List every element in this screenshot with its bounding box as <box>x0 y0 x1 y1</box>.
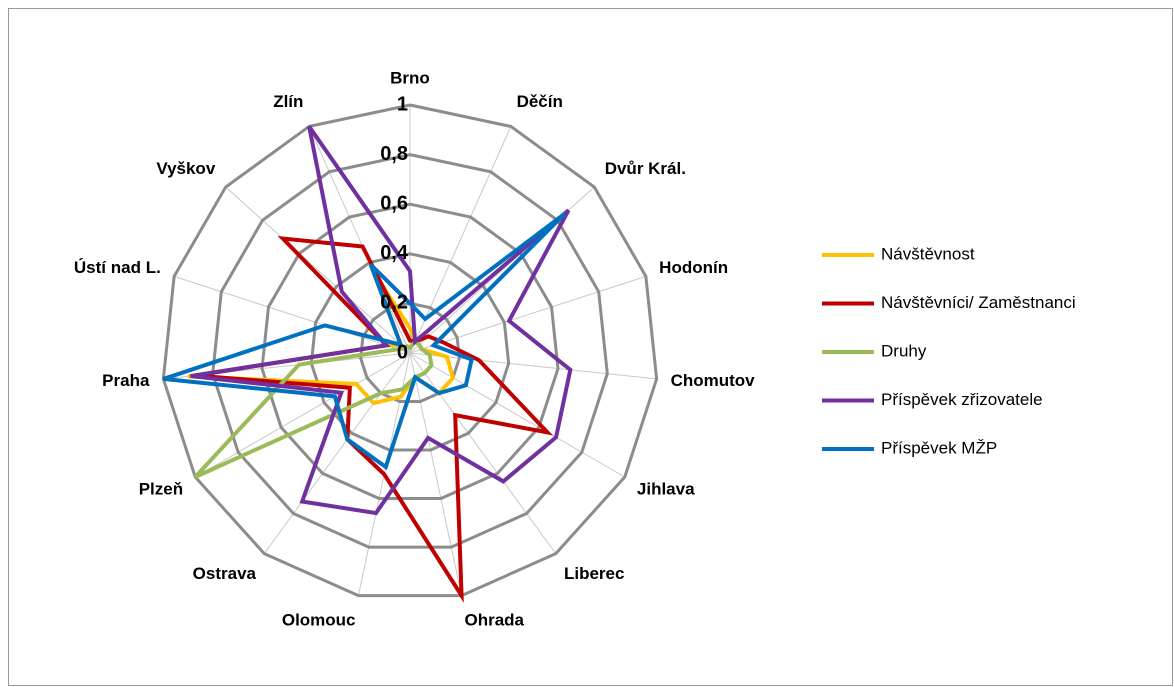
series-line <box>190 125 573 516</box>
spoke <box>409 352 557 554</box>
category-label: Brno <box>390 68 430 87</box>
category-label: Děčín <box>517 92 563 111</box>
grid-ring <box>161 103 659 598</box>
tick-label: 0 <box>397 341 408 363</box>
series-line <box>195 235 554 603</box>
category-label: Ohrada <box>464 610 524 629</box>
category-label: Ostrava <box>193 564 257 583</box>
category-label: Praha <box>102 371 150 390</box>
legend-label: Příspěvek MŽP <box>881 438 997 457</box>
spoke <box>308 126 411 354</box>
spoke <box>409 126 512 354</box>
legend-label: Návštěvnost <box>881 244 975 263</box>
category-label: Liberec <box>564 564 624 583</box>
tick-label: 0,6 <box>380 192 408 214</box>
tick-label: 0,4 <box>380 242 409 264</box>
spoke <box>194 352 411 478</box>
tick-label: 0,2 <box>380 292 408 314</box>
legend-label: Příspěvek zřizovatele <box>881 390 1043 409</box>
category-label: Chomutov <box>671 371 756 390</box>
legend-label: Návštěvníci/ Zaměstnanci <box>881 293 1076 312</box>
spoke <box>409 352 463 596</box>
category-label: Olomouc <box>282 610 356 629</box>
tick-label: 1 <box>397 93 408 115</box>
category-label: Zlín <box>273 92 303 111</box>
spoke <box>173 275 411 354</box>
category-label: Hodonín <box>659 258 728 277</box>
grid-ring <box>309 252 511 452</box>
legend-label: Druhy <box>881 341 927 360</box>
category-label: Dvůr Král. <box>605 159 686 178</box>
category-label: Ústí nad L. <box>74 258 161 277</box>
spoke <box>263 352 411 554</box>
chart-frame <box>8 8 1173 686</box>
spoke <box>409 275 647 354</box>
grid-ring <box>211 153 609 549</box>
category-label: Jihlava <box>637 479 695 498</box>
spoke <box>409 352 626 478</box>
tick-label: 0,8 <box>380 143 408 165</box>
category-label: Vyškov <box>156 159 215 178</box>
grid-ring <box>260 202 560 501</box>
spoke <box>409 352 657 380</box>
series-line <box>162 212 567 471</box>
series-line <box>193 338 434 479</box>
spoke <box>225 186 411 354</box>
category-label: Plzeň <box>139 479 183 498</box>
